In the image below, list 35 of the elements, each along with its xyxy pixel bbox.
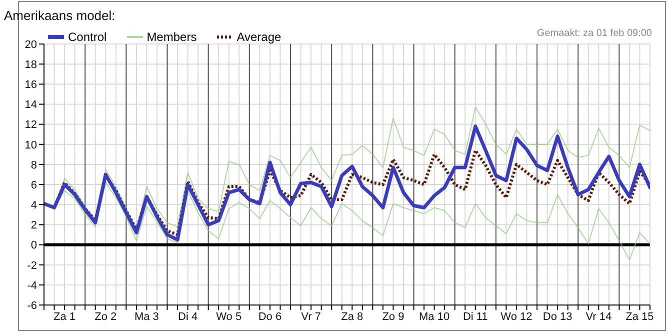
y-tick-label: 6 bbox=[30, 179, 37, 192]
legend-label: Members bbox=[146, 30, 197, 44]
chart-title: Amerikaans model: bbox=[4, 8, 116, 23]
y-tick-label: 10 bbox=[24, 139, 37, 152]
y-tick-label: 20 bbox=[24, 38, 37, 51]
x-tick-label: Ma 10 bbox=[419, 310, 450, 323]
x-tick-label: Di 11 bbox=[462, 310, 488, 323]
y-tick-label: 16 bbox=[24, 79, 37, 92]
x-tick-label: Ma 3 bbox=[134, 310, 159, 323]
y-tick-label: 4 bbox=[30, 200, 37, 212]
x-tick-label: Vr 14 bbox=[586, 310, 612, 323]
y-tick-label: 12 bbox=[24, 119, 37, 132]
x-tick-label: Vr 7 bbox=[301, 310, 321, 323]
x-tick-label: Zo 2 bbox=[94, 310, 117, 323]
y-tick-label: -2 bbox=[27, 260, 37, 272]
x-tick-label: Za 8 bbox=[341, 310, 364, 323]
x-tick-label: Do 6 bbox=[258, 310, 282, 323]
y-tick-label: 14 bbox=[24, 99, 37, 112]
y-tick-label: 2 bbox=[30, 220, 37, 232]
x-tick-label: Zo 9 bbox=[382, 310, 404, 323]
legend-label: Average bbox=[236, 30, 282, 44]
y-tick-label: 0 bbox=[30, 240, 37, 252]
y-tick-label: -6 bbox=[27, 300, 37, 312]
x-tick-label: Za 15 bbox=[626, 310, 654, 323]
x-tick-label: Wo 12 bbox=[500, 310, 532, 323]
text: Gemaakt: za 01 feb 09:00 bbox=[536, 28, 652, 39]
x-tick-label: Di 4 bbox=[178, 310, 198, 323]
x-tick-label: Wo 5 bbox=[216, 310, 242, 323]
y-tick-label: -4 bbox=[27, 280, 37, 292]
legend-label: Control bbox=[68, 30, 107, 44]
x-tick-label: Do 13 bbox=[542, 310, 572, 323]
line-series bbox=[44, 124, 650, 242]
y-tick-label: 18 bbox=[24, 58, 37, 71]
y-tick-label: 8 bbox=[30, 159, 37, 172]
x-tick-label: Za 1 bbox=[54, 310, 76, 323]
